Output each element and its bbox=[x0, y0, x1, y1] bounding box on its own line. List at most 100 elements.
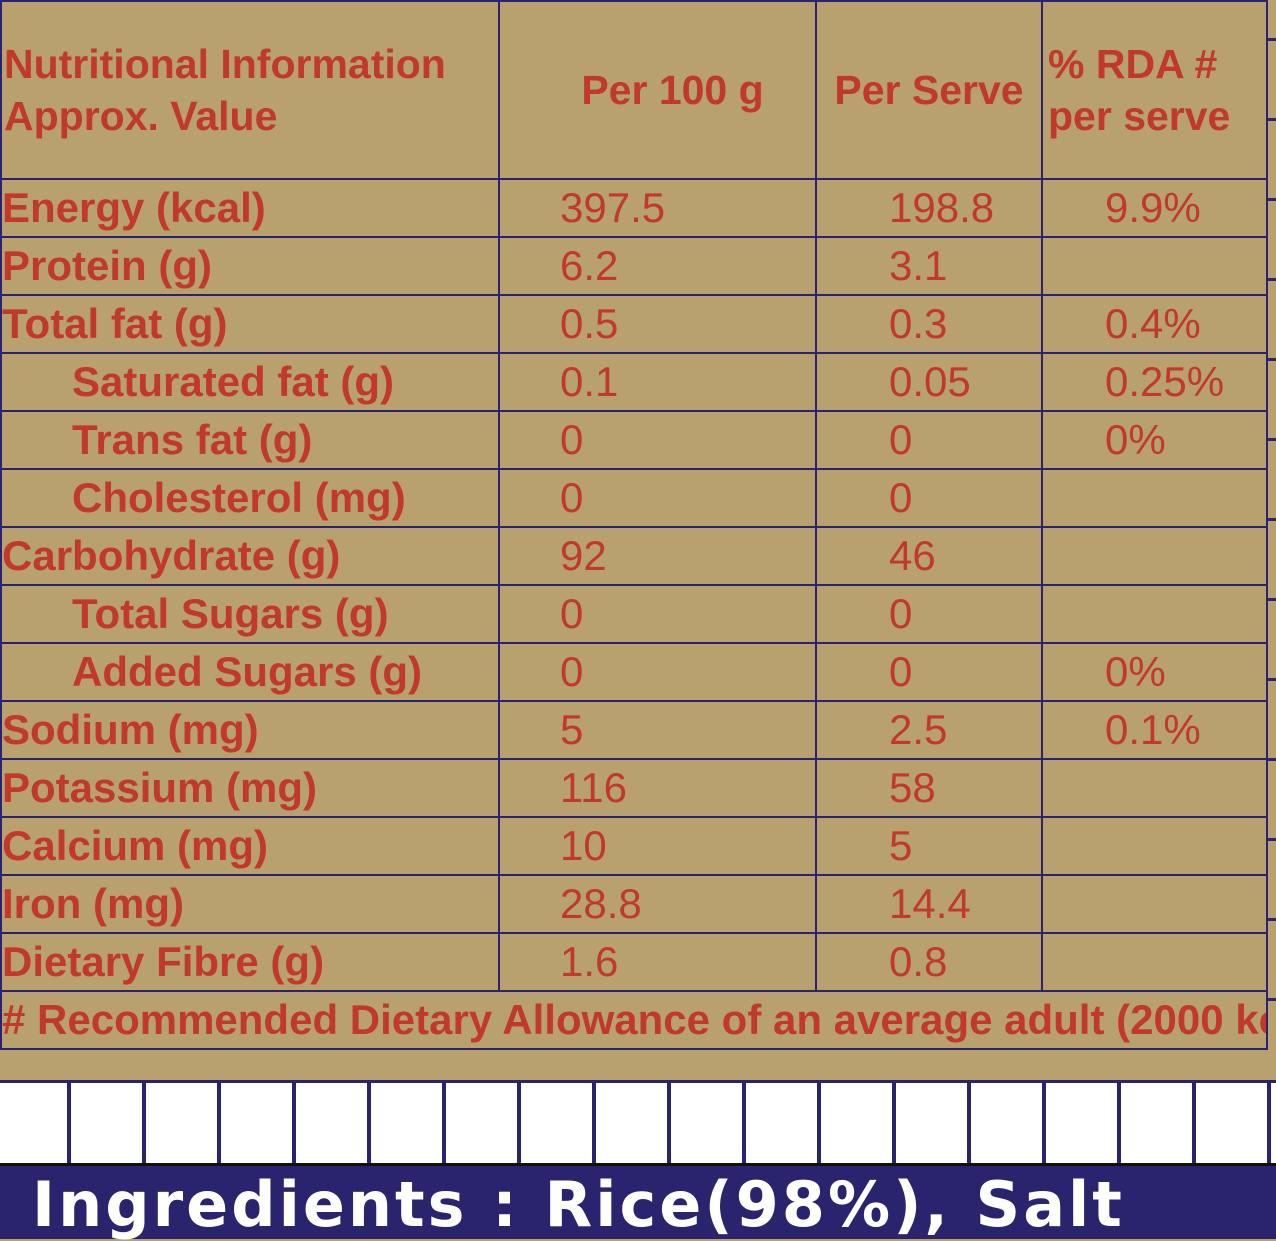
nutrient-name: Carbohydrate (g) bbox=[0, 526, 500, 586]
grid-divider bbox=[67, 1083, 71, 1163]
edge-tick bbox=[1268, 598, 1276, 601]
table-row: Potassium (mg) 116 58 bbox=[0, 758, 1268, 818]
edge-tick bbox=[1268, 838, 1276, 841]
table-row: Cholesterol (mg) 0 0 bbox=[0, 468, 1268, 528]
edge-tick bbox=[1268, 918, 1276, 921]
ingredients-text: Ingredients : Rice(98%), Salt bbox=[32, 1168, 1125, 1241]
nutrition-rows: Energy (kcal) 397.5 198.8 9.9% Protein (g) 6.… bbox=[0, 178, 1268, 992]
value-rda: 0.25% bbox=[1041, 352, 1268, 412]
nutrient-name: Iron (mg) bbox=[0, 874, 500, 934]
table-row: Protein (g) 6.2 3.1 bbox=[0, 236, 1268, 296]
table-row: Dietary Fibre (g) 1.6 0.8 bbox=[0, 932, 1268, 992]
value-per-serve: 5 bbox=[815, 816, 1043, 876]
table-row: Added Sugars (g) 0 0 0% bbox=[0, 642, 1268, 702]
value-per-100g: 116 bbox=[498, 758, 817, 818]
value-per-serve: 0 bbox=[815, 410, 1043, 470]
edge-tick bbox=[1268, 358, 1276, 361]
grid-divider bbox=[817, 1083, 821, 1163]
nutrient-name: Added Sugars (g) bbox=[0, 642, 500, 702]
grid-divider bbox=[217, 1083, 221, 1163]
grid-divider bbox=[667, 1083, 671, 1163]
value-per-serve: 58 bbox=[815, 758, 1043, 818]
header-per-serve: Per Serve bbox=[815, 0, 1043, 180]
value-rda: 0% bbox=[1041, 642, 1268, 702]
value-per-serve: 0.3 bbox=[815, 294, 1043, 354]
grid-divider bbox=[742, 1083, 746, 1163]
value-rda: 0% bbox=[1041, 410, 1268, 470]
table-row: Saturated fat (g) 0.1 0.05 0.25% bbox=[0, 352, 1268, 412]
value-rda bbox=[1041, 758, 1268, 818]
header-row: Nutritional Information Approx. Value Pe… bbox=[0, 0, 1268, 180]
nutrient-name: Dietary Fibre (g) bbox=[0, 932, 500, 992]
ingredients-bar: Ingredients : Rice(98%), Salt bbox=[0, 1163, 1276, 1239]
value-per-serve: 0 bbox=[815, 642, 1043, 702]
value-per-100g: 0.5 bbox=[498, 294, 817, 354]
value-rda: 0.4% bbox=[1041, 294, 1268, 354]
grid-divider bbox=[592, 1083, 596, 1163]
value-per-100g: 0 bbox=[498, 584, 817, 644]
grid-divider bbox=[1117, 1083, 1121, 1163]
table-row: Total fat (g) 0.5 0.3 0.4% bbox=[0, 294, 1268, 354]
nutrient-name: Trans fat (g) bbox=[0, 410, 500, 470]
value-per-serve: 0.05 bbox=[815, 352, 1043, 412]
nutrient-name: Cholesterol (mg) bbox=[0, 468, 500, 528]
table-row: Sodium (mg) 5 2.5 0.1% bbox=[0, 700, 1268, 760]
grid-divider bbox=[1192, 1083, 1196, 1163]
nutrient-name: Protein (g) bbox=[0, 236, 500, 296]
value-per-100g: 397.5 bbox=[498, 178, 817, 238]
nutrient-name: Saturated fat (g) bbox=[0, 352, 500, 412]
value-per-serve: 14.4 bbox=[815, 874, 1043, 934]
value-per-100g: 5 bbox=[498, 700, 817, 760]
table-row: Iron (mg) 28.8 14.4 bbox=[0, 874, 1268, 934]
nutrient-name: Energy (kcal) bbox=[0, 178, 500, 238]
value-per-100g: 10 bbox=[498, 816, 817, 876]
edge-tick bbox=[1268, 198, 1276, 201]
edge-tick bbox=[1268, 38, 1276, 41]
value-per-100g: 0 bbox=[498, 642, 817, 702]
value-rda: 0.1% bbox=[1041, 700, 1268, 760]
grid-divider bbox=[892, 1083, 896, 1163]
value-per-100g: 6.2 bbox=[498, 236, 817, 296]
edge-tick bbox=[1268, 678, 1276, 681]
rda-footnote: # Recommended Dietary Allowance of an av… bbox=[0, 990, 1268, 1050]
value-rda bbox=[1041, 932, 1268, 992]
table-row: Calcium (mg) 10 5 bbox=[0, 816, 1268, 876]
value-per-100g: 0.1 bbox=[498, 352, 817, 412]
header-rda: % RDA # per serve bbox=[1041, 0, 1268, 180]
nutrient-name: Sodium (mg) bbox=[0, 700, 500, 760]
value-per-serve: 0.8 bbox=[815, 932, 1043, 992]
nutrient-name: Potassium (mg) bbox=[0, 758, 500, 818]
divider bbox=[0, 1080, 1276, 1083]
value-rda bbox=[1041, 874, 1268, 934]
value-rda bbox=[1041, 468, 1268, 528]
edge-tick bbox=[1268, 998, 1276, 1001]
value-per-serve: 46 bbox=[815, 526, 1043, 586]
value-rda bbox=[1041, 584, 1268, 644]
grid-divider bbox=[1267, 1083, 1271, 1163]
edge-tick bbox=[1268, 118, 1276, 121]
edge-tick bbox=[1268, 758, 1276, 761]
value-per-100g: 1.6 bbox=[498, 932, 817, 992]
value-per-100g: 0 bbox=[498, 468, 817, 528]
grid-divider bbox=[367, 1083, 371, 1163]
value-rda bbox=[1041, 816, 1268, 876]
value-per-serve: 3.1 bbox=[815, 236, 1043, 296]
value-per-serve: 0 bbox=[815, 584, 1043, 644]
grid-divider bbox=[517, 1083, 521, 1163]
nutrition-table: Nutritional Information Approx. Value Pe… bbox=[0, 0, 1268, 1050]
grid-divider bbox=[967, 1083, 971, 1163]
table-row: Carbohydrate (g) 92 46 bbox=[0, 526, 1268, 586]
value-per-100g: 28.8 bbox=[498, 874, 817, 934]
barcode-grid-strip bbox=[0, 1083, 1276, 1163]
value-per-serve: 0 bbox=[815, 468, 1043, 528]
edge-tick bbox=[1268, 438, 1276, 441]
value-per-serve: 198.8 bbox=[815, 178, 1043, 238]
footnote-row: # Recommended Dietary Allowance of an av… bbox=[0, 990, 1268, 1050]
table-row: Energy (kcal) 397.5 198.8 9.9% bbox=[0, 178, 1268, 238]
table-row: Trans fat (g) 0 0 0% bbox=[0, 410, 1268, 470]
grid-divider bbox=[292, 1083, 296, 1163]
value-per-serve: 2.5 bbox=[815, 700, 1043, 760]
header-name: Nutritional Information Approx. Value bbox=[0, 0, 500, 180]
grid-divider bbox=[442, 1083, 446, 1163]
